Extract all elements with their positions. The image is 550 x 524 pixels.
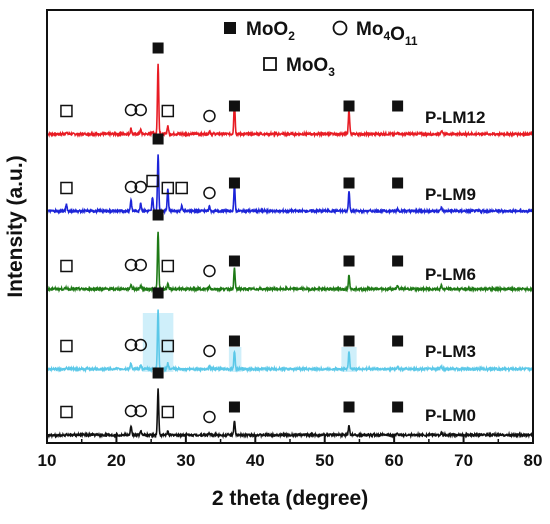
legend: MoO2 Mo4O11 MoO3	[224, 19, 418, 79]
series-label-p-lm0: P-LM0	[425, 406, 476, 425]
y-axis-title: Intensity (a.u.)	[4, 155, 27, 297]
series-label-p-lm12: P-LM12	[425, 108, 485, 127]
legend-label: MoO3	[286, 55, 335, 79]
marker-mo4o11	[124, 180, 138, 194]
x-tick-label: 60	[385, 451, 404, 470]
peak-markers	[60, 42, 404, 424]
marker-mo4o11	[124, 103, 138, 117]
x-tick-label: 40	[246, 451, 265, 470]
x-tick-label: 80	[524, 451, 543, 470]
marker-mo4o11	[124, 404, 138, 418]
legend-filled-square	[224, 22, 236, 34]
legend-label: MoO2	[246, 19, 295, 43]
marker-mo4o11	[124, 338, 138, 352]
legend-open-circle	[332, 20, 348, 36]
marker-moo2	[152, 42, 164, 54]
marker-moo2	[392, 401, 404, 413]
marker-moo2	[228, 335, 240, 347]
marker-moo3	[161, 405, 175, 419]
marker-moo2	[228, 401, 240, 413]
series-label-p-lm6: P-LM6	[425, 265, 476, 284]
x-tick-label: 30	[176, 451, 195, 470]
marker-moo3	[60, 339, 73, 353]
marker-moo3	[146, 174, 159, 188]
marker-moo2	[343, 177, 355, 189]
axes: 10 20 30 40 50 60 70 80	[38, 9, 543, 470]
marker-moo3	[161, 259, 175, 273]
marker-moo2	[152, 367, 164, 379]
marker-moo2	[343, 100, 355, 112]
series-line-p-lm6	[46, 231, 534, 294]
series-group: P-LM12 P-LM9 P-LM6 P-LM3 P-LM0	[46, 63, 534, 440]
marker-moo2	[228, 255, 240, 267]
marker-moo2	[343, 255, 355, 267]
series-line-p-lm12	[46, 63, 534, 139]
marker-moo2	[152, 287, 164, 299]
marker-mo4o11	[134, 103, 147, 117]
series-line-p-lm9	[46, 154, 534, 216]
marker-moo3	[161, 181, 175, 195]
marker-mo4o11	[134, 404, 147, 418]
marker-mo4o11	[203, 410, 216, 424]
marker-moo2	[392, 335, 404, 347]
series-line-p-lm0	[46, 388, 534, 440]
marker-moo2	[392, 177, 404, 189]
marker-moo3	[60, 259, 73, 273]
marker-moo3	[175, 181, 188, 195]
series-label-p-lm9: P-LM9	[425, 185, 476, 204]
marker-moo2	[152, 209, 164, 221]
marker-moo3	[60, 405, 73, 419]
marker-mo4o11	[134, 180, 147, 194]
marker-moo3	[161, 339, 175, 353]
marker-moo2	[152, 133, 164, 145]
legend-label: Mo4O11	[356, 19, 418, 48]
x-tick-label: 70	[454, 451, 473, 470]
marker-mo4o11	[134, 258, 147, 272]
marker-moo2	[392, 255, 404, 267]
marker-moo2	[343, 401, 355, 413]
marker-mo4o11	[203, 264, 216, 278]
x-axis-title: 2 theta (degree)	[212, 487, 368, 510]
marker-mo4o11	[203, 344, 216, 358]
marker-mo4o11	[203, 109, 216, 123]
series-label-p-lm3: P-LM3	[425, 342, 476, 361]
marker-moo2	[228, 100, 240, 112]
marker-moo2	[392, 100, 404, 112]
x-tick-label: 20	[107, 451, 126, 470]
marker-mo4o11	[203, 186, 216, 200]
legend-open-square	[263, 57, 277, 71]
marker-moo3	[161, 104, 175, 118]
marker-moo2	[343, 335, 355, 347]
x-tick-label: 10	[38, 451, 57, 470]
marker-mo4o11	[124, 258, 138, 272]
marker-mo4o11	[134, 338, 147, 352]
marker-moo3	[60, 181, 73, 195]
marker-moo3	[60, 104, 73, 118]
series-line-p-lm3	[46, 309, 534, 374]
marker-moo2	[228, 177, 240, 189]
x-tick-label: 50	[315, 451, 334, 470]
